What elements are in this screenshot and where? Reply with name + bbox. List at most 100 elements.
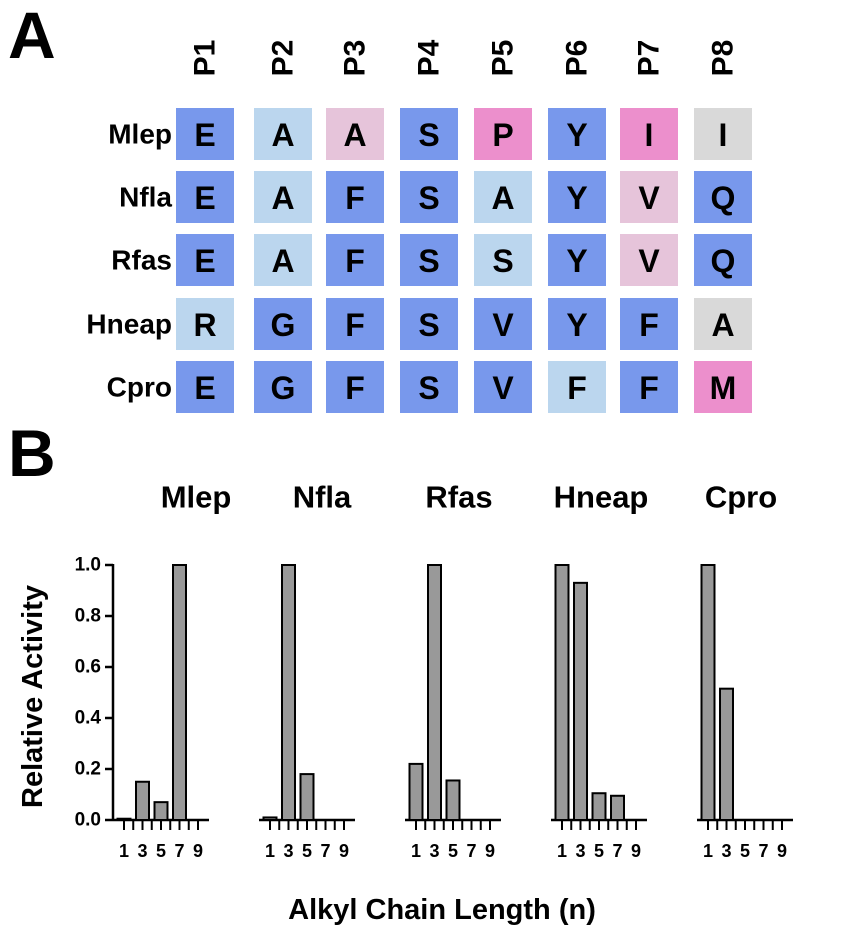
bar-cpro-n3 <box>719 687 734 821</box>
residue-cell-bg <box>326 171 384 223</box>
residue-cell-bg <box>400 108 458 160</box>
residue-cell-bg <box>400 171 458 223</box>
bar-cpro-n1 <box>700 564 716 821</box>
residue-cell-bg <box>474 171 532 223</box>
x-tick-label: 3 <box>429 841 439 861</box>
bar-mlep-n5 <box>153 801 169 822</box>
x-tick-label: 1 <box>703 841 713 861</box>
residue-cell-bg <box>176 298 234 350</box>
bar-rfas-n3 <box>427 564 442 821</box>
residue-cell-bg <box>548 171 606 223</box>
species-label-hneap: Hneap <box>86 309 172 340</box>
y-tick-label: 0.6 <box>75 657 101 678</box>
residue-letter: I <box>645 117 654 153</box>
residue-cell-bg <box>474 361 532 413</box>
x-tick-label: 7 <box>174 841 184 861</box>
x-tick-label: 9 <box>777 841 787 861</box>
residue-letter: F <box>345 180 365 216</box>
species-label-cpro: Cpro <box>107 372 172 403</box>
residue-cell-bg <box>254 108 312 160</box>
group-title-rfas: Rfas <box>425 480 492 515</box>
residue-letter: S <box>418 370 439 406</box>
residue-letter: A <box>271 243 294 279</box>
bar-mlep-n3 <box>135 780 150 821</box>
residue-letter: F <box>567 370 587 406</box>
x-tick-label: 3 <box>721 841 731 861</box>
x-tick-label: 9 <box>193 841 203 861</box>
residue-letter: A <box>343 117 366 153</box>
y-tick-label: 1.0 <box>75 555 101 576</box>
residue-cell-bg <box>620 171 678 223</box>
y-tick-label: 0.0 <box>75 810 101 831</box>
species-label-mlep: Mlep <box>108 119 172 150</box>
group-title-cpro: Cpro <box>705 480 777 515</box>
residue-letter: A <box>271 117 294 153</box>
x-tick-label: 9 <box>485 841 495 861</box>
residue-cell-bg <box>620 108 678 160</box>
x-tick-label: 3 <box>575 841 585 861</box>
residue-cell-bg <box>176 171 234 223</box>
residue-cell-bg <box>176 361 234 413</box>
residue-cell-bg <box>694 234 752 286</box>
residue-letter: F <box>345 243 365 279</box>
residue-letter: E <box>194 180 215 216</box>
residue-letter: S <box>418 117 439 153</box>
residue-cell-bg <box>548 298 606 350</box>
x-tick-label: 7 <box>758 841 768 861</box>
x-tick-label: 9 <box>339 841 349 861</box>
x-tick-label: 9 <box>631 841 641 861</box>
residue-cell-bg <box>620 234 678 286</box>
residue-cell-bg <box>254 361 312 413</box>
residue-letter: Y <box>566 243 587 279</box>
residue-letter: V <box>492 307 514 343</box>
residue-cell-bg <box>326 234 384 286</box>
residue-cell-bg <box>694 298 752 350</box>
residue-cell-bg <box>400 361 458 413</box>
group-title-mlep: Mlep <box>161 480 232 515</box>
x-tick-label: 1 <box>557 841 567 861</box>
position-label-p2: P2 <box>267 40 300 77</box>
residue-letter: I <box>719 117 728 153</box>
bar-mlep-n7 <box>172 564 187 821</box>
residue-letter: V <box>638 243 660 279</box>
bar-mlep-n1 <box>116 817 132 821</box>
group-title-hneap: Hneap <box>554 480 649 515</box>
residue-letter: R <box>193 307 216 343</box>
bar-hneap-n7 <box>610 794 625 822</box>
residue-letter: Y <box>566 180 587 216</box>
residue-cell-bg <box>694 171 752 223</box>
group-title-nfla: Nfla <box>293 480 352 515</box>
residue-cell-bg <box>548 108 606 160</box>
x-tick-label: 3 <box>137 841 147 861</box>
panel-b-letter: B <box>8 416 56 490</box>
residue-letter: Q <box>711 180 736 216</box>
residue-letter: Q <box>711 243 736 279</box>
residue-letter: S <box>418 307 439 343</box>
x-tick-label: 1 <box>119 841 129 861</box>
position-label-p6: P6 <box>561 40 594 77</box>
residue-cell-bg <box>548 234 606 286</box>
x-tick-label: 7 <box>466 841 476 861</box>
x-tick-label: 3 <box>283 841 293 861</box>
x-tick-label: 5 <box>448 841 458 861</box>
x-tick-label: 1 <box>411 841 421 861</box>
residue-cell-bg <box>400 298 458 350</box>
bar-hneap-n1 <box>554 564 570 821</box>
residue-cell-bg <box>254 234 312 286</box>
residue-cell-bg <box>326 298 384 350</box>
residue-letter: V <box>638 180 660 216</box>
x-tick-label: 5 <box>302 841 312 861</box>
x-tick-label: 1 <box>265 841 275 861</box>
residue-letter: S <box>418 243 439 279</box>
residue-letter: E <box>194 243 215 279</box>
species-label-rfas: Rfas <box>111 245 172 276</box>
residue-cell-bg <box>474 234 532 286</box>
residue-letter: F <box>639 370 659 406</box>
bar-rfas-n1 <box>408 762 424 822</box>
position-label-p7: P7 <box>633 40 666 77</box>
position-label-p3: P3 <box>339 40 372 77</box>
residue-letter: G <box>271 307 296 343</box>
position-label-p1: P1 <box>189 40 222 77</box>
